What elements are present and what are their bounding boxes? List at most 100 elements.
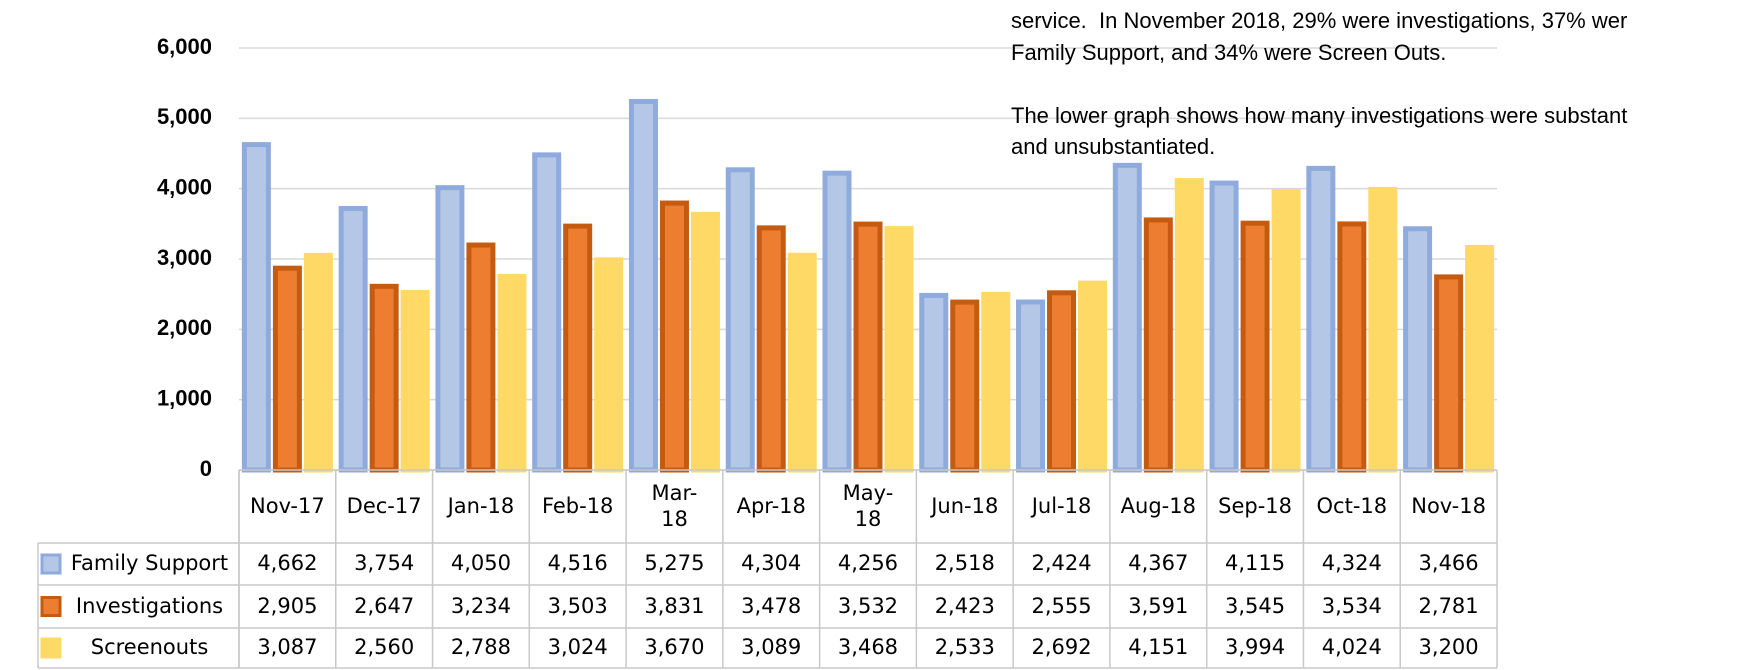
x-tick-label: Jun-18: [931, 493, 999, 518]
table-value: 4,115: [1225, 551, 1286, 576]
bar: [1174, 178, 1204, 473]
table-value: 2,533: [934, 635, 995, 660]
legend-label: Screenouts: [90, 635, 209, 660]
x-tick-label: Apr-18: [736, 493, 806, 518]
table-value: 3,994: [1225, 635, 1286, 660]
y-tick-label: 1,000: [157, 385, 212, 410]
bar: [659, 200, 689, 473]
bar: [1434, 274, 1464, 473]
bar: [884, 226, 914, 473]
table-value: 4,324: [1321, 551, 1382, 576]
table-value: 4,516: [547, 551, 608, 576]
table-value: 3,831: [644, 593, 705, 618]
legend-label: Investigations: [75, 593, 224, 618]
table-value: 3,545: [1225, 593, 1286, 618]
bar: [1112, 162, 1142, 473]
x-tick-label: Mar- 18: [651, 481, 698, 531]
bar: [532, 152, 562, 473]
x-tick-label: Sep-18: [1218, 493, 1293, 518]
table-value: 4,151: [1128, 635, 1189, 660]
bar: [853, 221, 883, 473]
bar: [338, 205, 368, 473]
bar: [1047, 290, 1077, 473]
bar: [1016, 299, 1046, 473]
bar: [787, 252, 817, 473]
bar: [1143, 217, 1173, 473]
bar: [303, 252, 333, 473]
bar: [981, 291, 1011, 473]
bar: [725, 167, 755, 473]
table-value: 2,647: [354, 593, 415, 618]
x-tick-label: Oct-18: [1316, 493, 1388, 518]
bar: [822, 170, 852, 473]
table-value: 3,466: [1418, 551, 1479, 576]
bar: [1403, 226, 1433, 473]
bar: [950, 299, 980, 473]
table-value: 2,518: [934, 551, 995, 576]
table-value: 4,662: [257, 551, 318, 576]
bar: [1078, 280, 1108, 473]
table-value: 5,275: [644, 551, 705, 576]
y-tick-label: 6,000: [157, 34, 212, 59]
bar: [369, 283, 399, 473]
table-value: 3,087: [257, 635, 318, 660]
bar: [241, 142, 271, 473]
legend-marker: [40, 553, 62, 575]
table-value: 3,478: [741, 593, 802, 618]
bar: [400, 289, 430, 473]
table-value: 2,905: [257, 593, 318, 618]
y-tick-label: 5,000: [157, 104, 212, 129]
x-tick-label: Dec-17: [346, 493, 422, 518]
table-value: 2,424: [1031, 551, 1092, 576]
bar: [466, 242, 496, 473]
table-value: 3,591: [1128, 593, 1189, 618]
bar: [497, 273, 527, 473]
x-tick-label: Nov-18: [1411, 493, 1486, 518]
legend-marker: [40, 596, 62, 617]
bar: [1368, 186, 1398, 473]
table-value: 2,555: [1031, 593, 1092, 618]
bar: [594, 257, 624, 473]
y-tick-label: 3,000: [157, 245, 212, 270]
x-tick-label: Feb-18: [541, 493, 614, 518]
bar: [690, 211, 720, 473]
bar: [435, 185, 465, 473]
x-tick-label: May- 18: [842, 481, 894, 531]
table-value: 3,234: [450, 593, 511, 618]
table-value: 2,423: [934, 593, 995, 618]
table-value: 3,200: [1418, 635, 1479, 660]
bar: [756, 225, 786, 473]
annotation: service. In November 2018, 29% were inve…: [1011, 8, 1628, 33]
y-tick-label: 4,000: [157, 174, 212, 199]
table-value: 2,788: [450, 635, 511, 660]
bar: [919, 292, 949, 473]
x-tick-label: Jul-18: [1031, 493, 1092, 518]
bar: [628, 98, 658, 473]
table-value: 4,304: [741, 551, 802, 576]
table-value: 3,024: [547, 635, 608, 660]
table-value: 3,754: [354, 551, 415, 576]
bar: [272, 265, 302, 473]
table-value: 4,050: [450, 551, 511, 576]
bar: [1465, 244, 1495, 473]
x-tick-label: Jan-18: [447, 493, 515, 518]
annotation: The lower graph shows how many investiga…: [1011, 103, 1628, 128]
table-value: 2,560: [354, 635, 415, 660]
table-value: 3,532: [837, 593, 899, 618]
table-value: 4,256: [837, 551, 899, 576]
annotation: Family Support, and 34% were Screen Outs…: [1011, 40, 1447, 65]
bar: [1209, 180, 1239, 473]
table-value: 3,670: [644, 635, 705, 660]
bar: [1271, 189, 1301, 473]
table-value: 3,089: [741, 635, 802, 660]
table-value: 3,534: [1321, 593, 1382, 618]
table-value: 3,503: [547, 593, 608, 618]
y-tick-label: 0: [200, 456, 212, 481]
table-value: 2,781: [1418, 593, 1479, 618]
table-value: 4,024: [1321, 635, 1382, 660]
y-tick-label: 2,000: [157, 315, 212, 340]
annotation: and unsubstantiated.: [1011, 134, 1216, 159]
bar: [1240, 220, 1270, 473]
